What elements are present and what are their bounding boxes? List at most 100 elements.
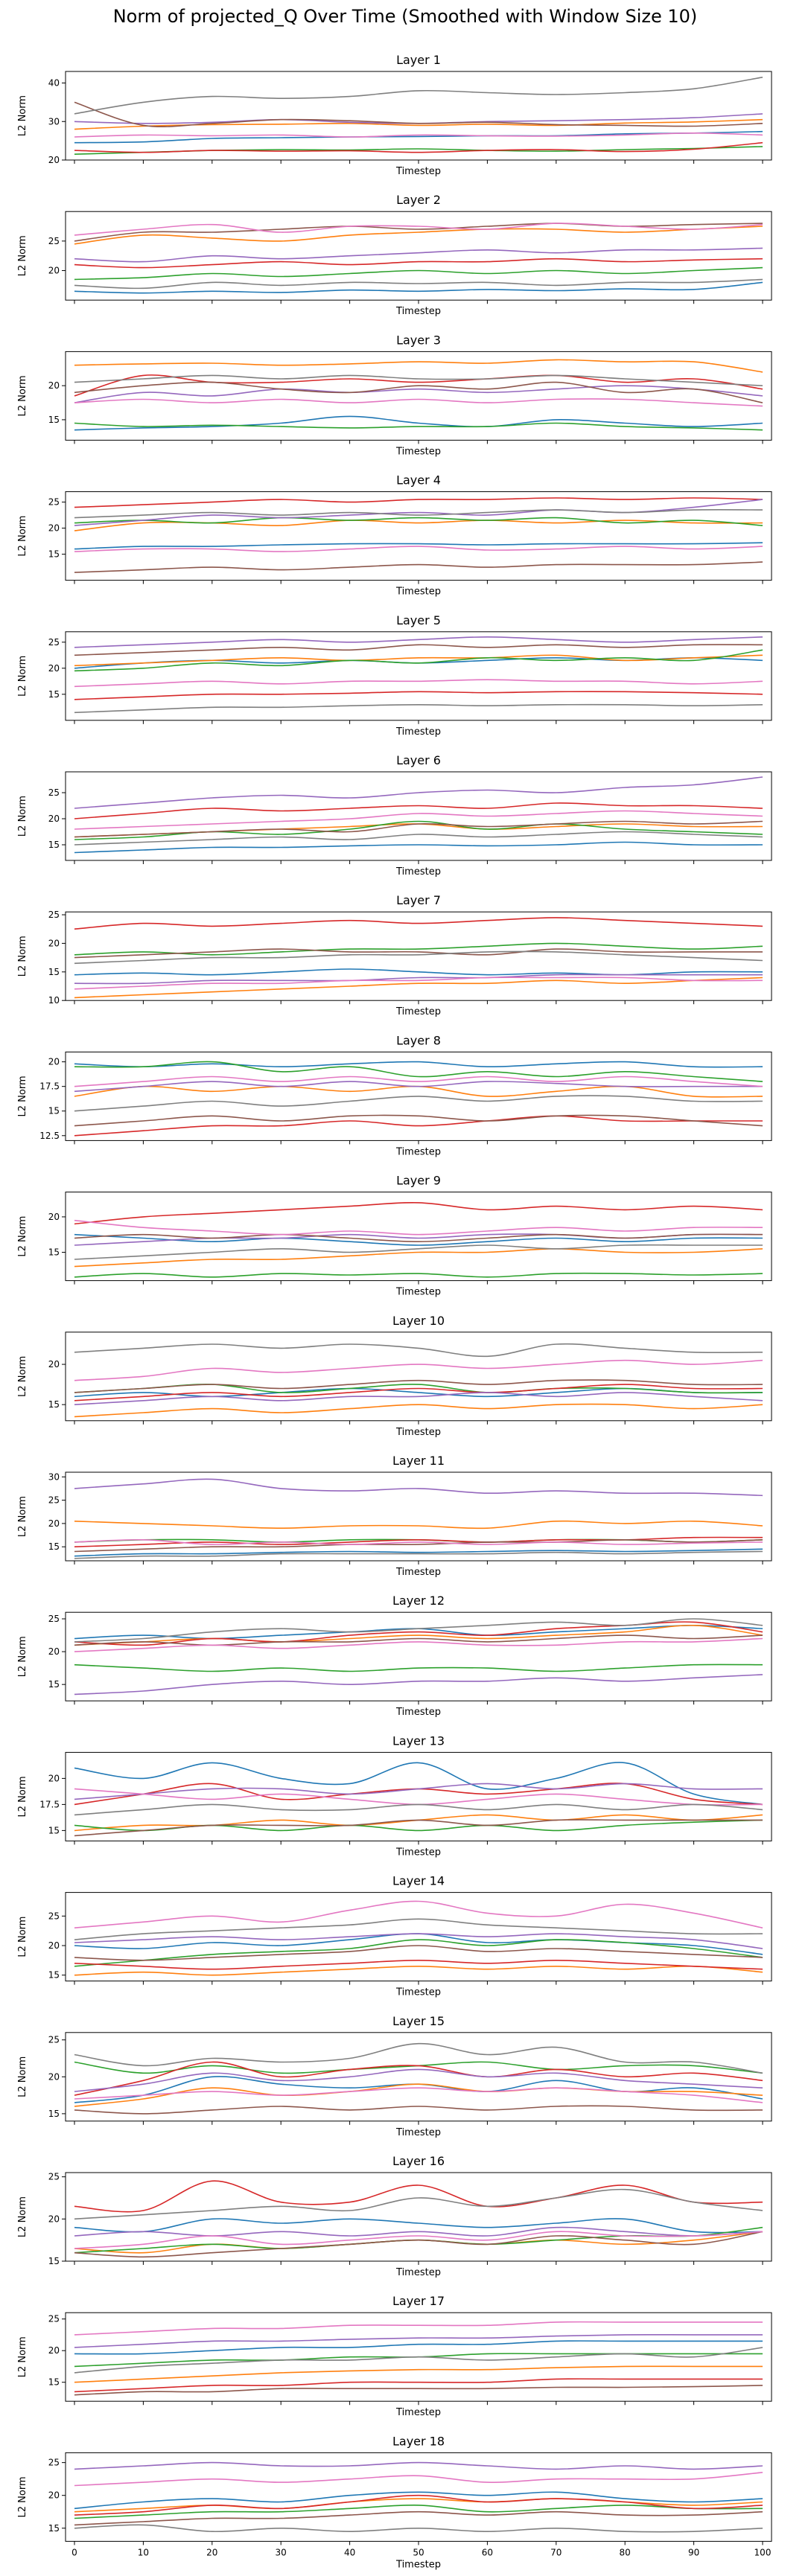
series-line (74, 1933, 763, 1955)
y-axis-label: L2 Norm (17, 1496, 28, 1537)
series-line (74, 2347, 763, 2374)
series-line (74, 2231, 763, 2249)
series-line (74, 1244, 763, 1260)
y-tick-label: 20 (48, 155, 60, 165)
y-tick-label: 15 (48, 1399, 60, 1410)
x-tick-label: 70 (550, 2547, 562, 2557)
series-line (74, 1819, 763, 1837)
series-line (74, 422, 763, 431)
series-line (74, 1233, 763, 1242)
series-line (74, 2042, 763, 2074)
series-line (74, 1624, 763, 1646)
y-tick-label: 15 (48, 415, 60, 425)
subplot-title: Layer 2 (396, 193, 441, 207)
series-line (74, 141, 763, 153)
y-tick-label: 15 (48, 840, 60, 850)
x-axis-label: Timestep (395, 2267, 441, 2278)
series-line (74, 1960, 763, 1970)
series-line (74, 2321, 763, 2336)
y-axis-label: L2 Norm (17, 2056, 28, 2097)
y-tick-label: 15 (48, 1825, 60, 1835)
series-line (74, 1081, 763, 1093)
series-line (74, 942, 763, 956)
y-tick-label: 25 (48, 497, 60, 508)
series-line (74, 841, 763, 854)
x-tick-label: 30 (276, 2547, 287, 2557)
series-line (74, 2105, 763, 2115)
y-tick-label: 20 (48, 380, 60, 391)
series-line (74, 1965, 763, 1976)
series-line (74, 1095, 763, 1112)
y-tick-label: 15 (48, 967, 60, 977)
series-line (74, 132, 763, 138)
subplot-8: Layer 8 12.5 15 17.5 20 Timestep L2 Norm (17, 1033, 772, 1157)
subplot-16: Layer 16 15 20 25 Timestep L2 Norm (17, 2154, 772, 2278)
series-line (74, 2334, 763, 2348)
y-tick-label: 20 (48, 1057, 60, 1067)
series-line (74, 1933, 763, 1949)
series-line (74, 1663, 763, 1672)
y-tick-label: 20 (48, 2071, 60, 2082)
subplot-9: Layer 9 15 20 Timestep L2 Norm (17, 1174, 772, 1298)
y-tick-label: 20 (48, 1212, 60, 1222)
y-tick-label: 20 (48, 2345, 60, 2356)
series-line (74, 679, 763, 688)
series-line (74, 77, 763, 115)
series-line (74, 2076, 763, 2103)
y-axis-label: L2 Norm (17, 936, 28, 977)
series-line (74, 1392, 763, 1405)
series-line (74, 258, 763, 269)
series-line (74, 1387, 763, 1398)
y-tick-label: 30 (48, 1471, 60, 1482)
y-axis-label: L2 Norm (17, 1917, 28, 1957)
series-line (74, 802, 763, 819)
series-line (74, 546, 763, 552)
series-line (74, 2087, 763, 2103)
x-axis-label: Timestep (395, 2559, 441, 2570)
series-line (74, 948, 763, 959)
x-axis-label: Timestep (395, 866, 441, 878)
series-line (74, 1762, 763, 1806)
x-tick-label: 10 (138, 2547, 149, 2557)
series-line (74, 1538, 763, 1545)
series-line (74, 1939, 763, 1967)
x-tick-label: 80 (620, 2547, 631, 2557)
subplot-title: Layer 13 (392, 1733, 445, 1748)
subplot-15: Layer 15 15 20 25 Timestep L2 Norm (17, 2014, 772, 2138)
series-line (74, 223, 763, 242)
x-axis-label: Timestep (395, 587, 441, 598)
y-tick-label: 15 (48, 1679, 60, 1690)
subplot-4: Layer 4 15 20 25 Timestep L2 Norm (17, 473, 772, 598)
series-line (74, 1618, 763, 1643)
series-line (74, 1248, 763, 1268)
series-line (74, 1379, 763, 1393)
y-tick-label: 17.5 (39, 1799, 60, 1809)
series-line (74, 1674, 763, 1696)
series-line (74, 1548, 763, 1557)
y-tick-label: 30 (48, 116, 60, 127)
series-line (74, 2188, 763, 2220)
subplot-title: Layer 11 (392, 1454, 445, 1468)
series-line (74, 1384, 763, 1402)
y-tick-label: 15 (48, 1247, 60, 1258)
y-tick-label: 20 (48, 1646, 60, 1657)
subplot-title: Layer 12 (392, 1594, 445, 1608)
series-line (74, 2461, 763, 2470)
y-tick-label: 20 (48, 1359, 60, 1370)
subplot-10: Layer 10 15 20 Timestep L2 Norm (17, 1314, 772, 1438)
y-tick-label: 25 (48, 236, 60, 246)
subplot-5: Layer 5 15 20 25 Timestep L2 Norm (17, 613, 772, 738)
subplot-title: Layer 18 (392, 2434, 445, 2448)
subplot-title: Layer 17 (392, 2294, 445, 2308)
subplot-title: Layer 6 (396, 753, 441, 767)
y-tick-label: 20 (48, 1518, 60, 1529)
x-axis-label: Timestep (395, 1847, 441, 1858)
y-axis-label: L2 Norm (17, 1356, 28, 1397)
series-line (74, 1272, 763, 1278)
series-line (74, 381, 763, 403)
series-line (74, 398, 763, 407)
series-line (74, 1539, 763, 1553)
y-tick-label: 15 (48, 2523, 60, 2534)
series-line (74, 2472, 763, 2487)
series-line (74, 266, 763, 281)
